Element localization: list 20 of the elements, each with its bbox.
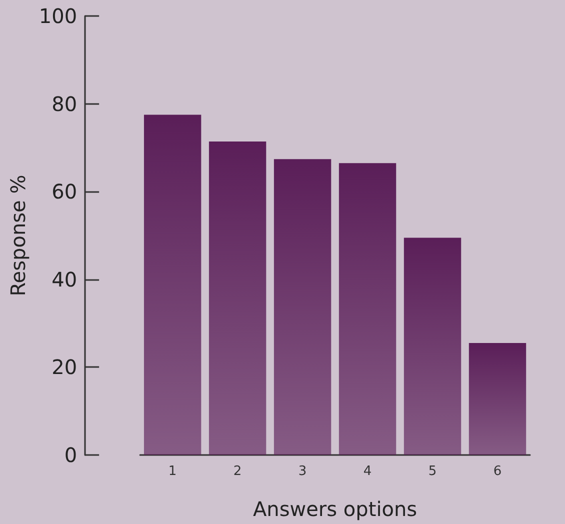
y-tick-label: 80	[52, 92, 78, 116]
y-tick-label: 20	[52, 355, 78, 380]
x-tick-label: 3	[298, 464, 307, 479]
y-tick-label: 40	[52, 267, 78, 292]
bar	[208, 142, 266, 455]
bar	[338, 163, 396, 455]
x-tick-label: 5	[428, 464, 437, 479]
bar	[144, 114, 202, 455]
y-tick-label: 60	[52, 180, 78, 204]
x-tick-label: 2	[233, 464, 242, 479]
x-tick-label: 6	[493, 464, 502, 479]
x-tick-label: 1	[168, 464, 177, 479]
y-tick-label: 100	[38, 4, 78, 28]
bar	[404, 238, 462, 455]
bar	[274, 159, 332, 455]
x-axis-title: Answers options	[252, 497, 418, 521]
x-tick-label: 4	[363, 464, 372, 479]
y-axis-title: Response %	[6, 174, 30, 296]
y-tick-label: 0	[64, 443, 78, 467]
bar	[468, 343, 526, 455]
